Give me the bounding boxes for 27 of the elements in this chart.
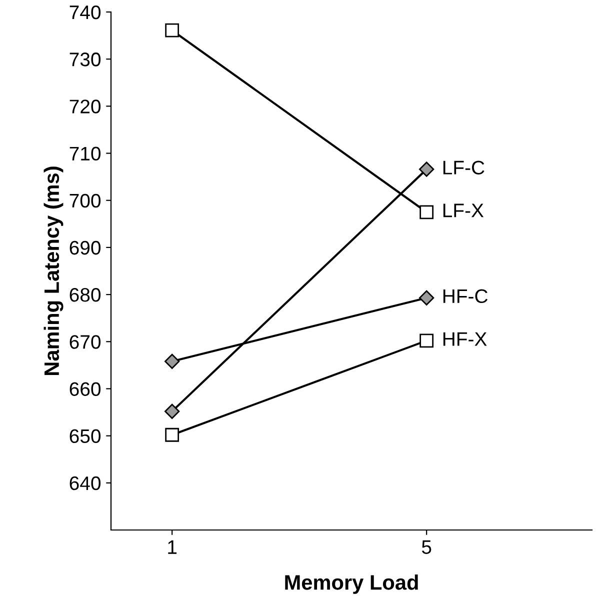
y-tick-label: 730 [70, 52, 101, 66]
x-tick-label: 5 [422, 540, 432, 554]
point [419, 290, 434, 306]
y-tick-label: 710 [70, 146, 101, 161]
y-tick-label: 690 [70, 240, 101, 255]
y-tick-label: 740 [70, 5, 101, 20]
x-axis-title: Memory Load [285, 574, 418, 594]
series-label: LF-X [443, 204, 484, 218]
y-tick-label: 650 [70, 429, 101, 444]
y-tick-label: 720 [70, 100, 101, 114]
point [165, 428, 180, 442]
point [420, 205, 434, 220]
y-tick-label: 660 [70, 382, 101, 396]
y-tick-label: 670 [70, 335, 101, 349]
series-label: LF-C [443, 160, 484, 175]
point [164, 354, 180, 369]
series-label: HF-C [443, 289, 488, 304]
point [419, 162, 434, 177]
y-tick-label: 700 [70, 194, 101, 208]
y-tick-label: 680 [70, 288, 101, 302]
point [164, 404, 180, 419]
point [165, 23, 180, 38]
series-label: HF-X [443, 332, 487, 346]
point [420, 334, 434, 348]
x-tick-label: 1 [168, 540, 177, 554]
y-axis-title: Naming Latency (ms) [44, 166, 64, 375]
y-tick-label: 640 [70, 476, 101, 490]
